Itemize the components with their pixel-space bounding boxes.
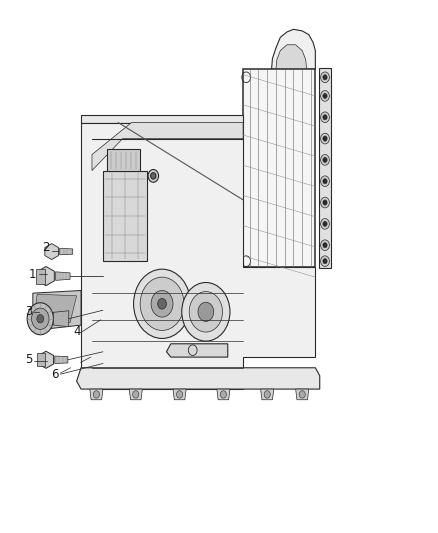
Circle shape xyxy=(321,112,329,123)
Circle shape xyxy=(177,391,183,398)
Polygon shape xyxy=(129,389,142,400)
Polygon shape xyxy=(261,389,274,400)
Circle shape xyxy=(323,115,327,120)
Circle shape xyxy=(264,391,270,398)
Circle shape xyxy=(323,75,327,80)
Circle shape xyxy=(189,292,223,332)
Polygon shape xyxy=(53,311,69,327)
Polygon shape xyxy=(243,69,315,266)
Text: 4: 4 xyxy=(73,325,81,338)
Polygon shape xyxy=(81,115,243,123)
Polygon shape xyxy=(55,356,68,364)
Circle shape xyxy=(140,277,184,330)
Circle shape xyxy=(321,197,329,208)
Polygon shape xyxy=(77,368,320,389)
Circle shape xyxy=(299,391,305,398)
Polygon shape xyxy=(272,29,315,69)
Text: 1: 1 xyxy=(29,268,37,281)
Circle shape xyxy=(323,221,327,227)
Circle shape xyxy=(198,302,214,321)
Circle shape xyxy=(321,176,329,187)
Circle shape xyxy=(323,93,327,99)
Circle shape xyxy=(323,200,327,205)
Polygon shape xyxy=(319,68,331,268)
Polygon shape xyxy=(33,294,77,326)
Polygon shape xyxy=(92,123,243,171)
Circle shape xyxy=(93,391,99,398)
Circle shape xyxy=(323,259,327,264)
Polygon shape xyxy=(56,272,70,280)
Circle shape xyxy=(321,133,329,144)
Circle shape xyxy=(134,269,191,338)
Text: 3: 3 xyxy=(25,305,32,318)
Polygon shape xyxy=(38,266,54,286)
Text: 5: 5 xyxy=(25,353,32,366)
Polygon shape xyxy=(166,344,228,357)
Circle shape xyxy=(321,240,329,251)
Circle shape xyxy=(182,282,230,341)
Circle shape xyxy=(158,298,166,309)
Circle shape xyxy=(321,155,329,165)
Circle shape xyxy=(27,303,53,335)
Polygon shape xyxy=(37,353,45,366)
Circle shape xyxy=(133,391,139,398)
Text: 6: 6 xyxy=(51,368,59,381)
Circle shape xyxy=(323,157,327,163)
Circle shape xyxy=(321,91,329,101)
Polygon shape xyxy=(90,389,103,400)
Polygon shape xyxy=(39,351,53,368)
Circle shape xyxy=(37,314,44,323)
Circle shape xyxy=(321,219,329,229)
Polygon shape xyxy=(60,248,73,255)
Circle shape xyxy=(151,173,156,179)
Polygon shape xyxy=(45,244,59,260)
Circle shape xyxy=(323,179,327,184)
Polygon shape xyxy=(107,149,140,171)
Circle shape xyxy=(323,243,327,248)
Circle shape xyxy=(321,72,329,83)
Polygon shape xyxy=(276,45,307,69)
Polygon shape xyxy=(36,269,45,284)
Polygon shape xyxy=(103,171,147,261)
Circle shape xyxy=(220,391,226,398)
Polygon shape xyxy=(217,389,230,400)
Circle shape xyxy=(323,136,327,141)
Circle shape xyxy=(151,290,173,317)
Circle shape xyxy=(148,169,159,182)
Polygon shape xyxy=(173,389,186,400)
Circle shape xyxy=(321,256,329,266)
Polygon shape xyxy=(296,389,309,400)
Polygon shape xyxy=(81,123,315,389)
Text: 2: 2 xyxy=(42,241,50,254)
Circle shape xyxy=(32,308,49,329)
Polygon shape xyxy=(33,290,81,330)
